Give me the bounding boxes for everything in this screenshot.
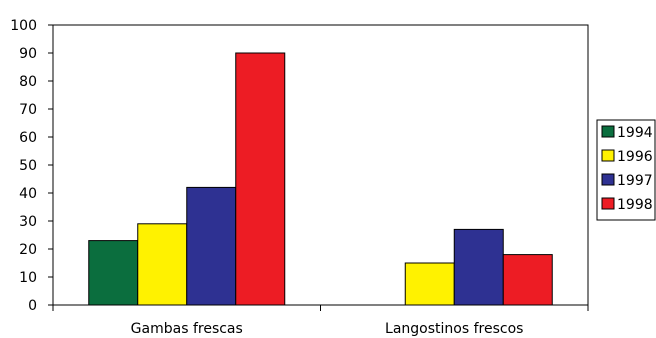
legend-label: 1996	[617, 149, 653, 165]
y-tick-label: 90	[19, 46, 37, 62]
bar-1996-0	[137, 223, 188, 306]
bar-1998-0	[235, 52, 286, 306]
bar-1997-1	[453, 228, 504, 306]
y-tick-label: 40	[19, 186, 37, 202]
legend-swatch-1997	[601, 173, 615, 186]
bars	[88, 52, 553, 306]
x-category-label: Langostinos frescos	[385, 321, 523, 337]
legend-label: 1997	[617, 173, 653, 189]
legend-label: 1998	[617, 197, 653, 213]
y-tick-label: 30	[19, 214, 37, 230]
bar-1998-1	[502, 254, 553, 306]
y-tick-label: 0	[28, 298, 37, 314]
bar-1996-1	[404, 262, 455, 306]
bar-1994-0	[88, 240, 139, 306]
y-axis: 0 10 20 30 40 50 60 70 80 90 100	[10, 18, 53, 314]
legend-label: 1994	[617, 125, 653, 141]
x-axis: Gambas frescas Langostinos frescos	[52, 305, 589, 337]
x-category-label: Gambas frescas	[131, 321, 243, 337]
bar-1997-0	[186, 186, 237, 306]
y-tick-label: 10	[19, 270, 37, 286]
y-tick-label: 60	[19, 130, 37, 146]
legend: 1994 1996 1997 1998	[596, 119, 656, 221]
legend-swatch-1994	[601, 125, 615, 138]
legend-swatch-1998	[601, 197, 615, 210]
y-tick-label: 70	[19, 102, 37, 118]
y-tick-label: 100	[10, 18, 37, 34]
y-tick-label: 80	[19, 74, 37, 90]
y-tick-label: 20	[19, 242, 37, 258]
legend-swatch-1996	[601, 149, 615, 162]
y-tick-label: 50	[19, 158, 37, 174]
